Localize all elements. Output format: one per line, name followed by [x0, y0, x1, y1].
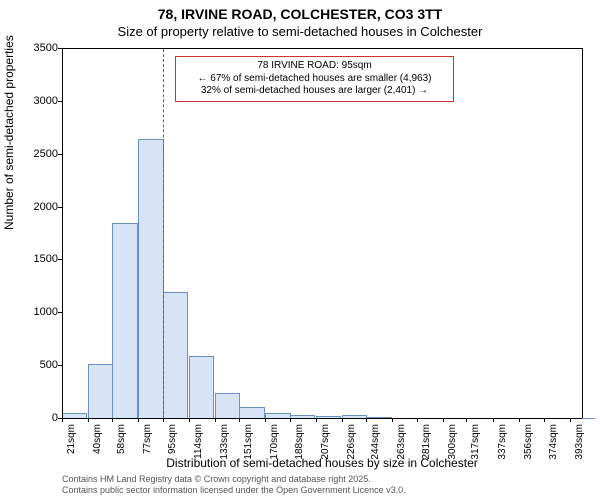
y-tick-label: 3500	[8, 42, 58, 54]
footer-line-2: Contains public sector information licen…	[62, 485, 406, 496]
x-tick-mark	[342, 418, 343, 422]
x-tick-mark	[316, 418, 317, 422]
x-tick-mark	[88, 418, 89, 422]
histogram-bar	[112, 223, 137, 419]
y-axis	[62, 48, 63, 418]
histogram-chart: 78, IRVINE ROAD, COLCHESTER, CO3 3TT Siz…	[0, 0, 600, 500]
histogram-bar	[138, 139, 163, 419]
y-tick-mark	[58, 207, 62, 208]
x-tick-mark	[189, 418, 190, 422]
x-tick-mark	[466, 418, 467, 422]
x-tick-mark	[366, 418, 367, 422]
x-tick-mark	[62, 418, 63, 422]
histogram-bar	[215, 393, 240, 419]
y-tick-label: 0	[8, 412, 58, 424]
y-tick-mark	[58, 312, 62, 313]
y-tick-mark	[58, 48, 62, 49]
x-tick-mark	[163, 418, 164, 422]
y-tick-label: 2000	[8, 201, 58, 213]
x-tick-mark	[215, 418, 216, 422]
y-tick-label: 500	[8, 359, 58, 371]
x-tick-mark	[519, 418, 520, 422]
plot-area	[62, 48, 583, 419]
y-tick-mark	[58, 365, 62, 366]
x-axis	[62, 418, 582, 419]
y-tick-label: 1500	[8, 253, 58, 265]
y-tick-mark	[58, 259, 62, 260]
footer-line-1: Contains HM Land Registry data © Crown c…	[62, 474, 406, 485]
annotation-box: 78 IRVINE ROAD: 95sqm← 67% of semi-detac…	[175, 56, 454, 102]
y-tick-label: 2500	[8, 148, 58, 160]
histogram-bar	[163, 292, 188, 419]
x-tick-mark	[493, 418, 494, 422]
histogram-bar	[189, 356, 214, 419]
annotation-line: ← 67% of semi-detached houses are smalle…	[182, 73, 447, 86]
x-tick-mark	[138, 418, 139, 422]
x-tick-mark	[544, 418, 545, 422]
footer-attribution: Contains HM Land Registry data © Crown c…	[62, 474, 406, 496]
x-tick-mark	[239, 418, 240, 422]
annotation-line: 32% of semi-detached houses are larger (…	[182, 85, 447, 98]
x-tick-mark	[392, 418, 393, 422]
histogram-bar	[88, 364, 113, 419]
x-tick-mark	[443, 418, 444, 422]
x-axis-label: Distribution of semi-detached houses by …	[62, 456, 582, 470]
annotation-line: 78 IRVINE ROAD: 95sqm	[182, 60, 447, 73]
x-tick-mark	[417, 418, 418, 422]
y-tick-label: 3000	[8, 95, 58, 107]
x-tick-mark	[570, 418, 571, 422]
y-tick-label: 1000	[8, 306, 58, 318]
y-tick-mark	[58, 154, 62, 155]
property-marker-line	[163, 49, 164, 419]
x-tick-mark	[265, 418, 266, 422]
x-tick-mark	[112, 418, 113, 422]
chart-subtitle: Size of property relative to semi-detach…	[0, 24, 600, 39]
y-tick-mark	[58, 101, 62, 102]
x-tick-mark	[290, 418, 291, 422]
chart-title: 78, IRVINE ROAD, COLCHESTER, CO3 3TT	[0, 6, 600, 22]
